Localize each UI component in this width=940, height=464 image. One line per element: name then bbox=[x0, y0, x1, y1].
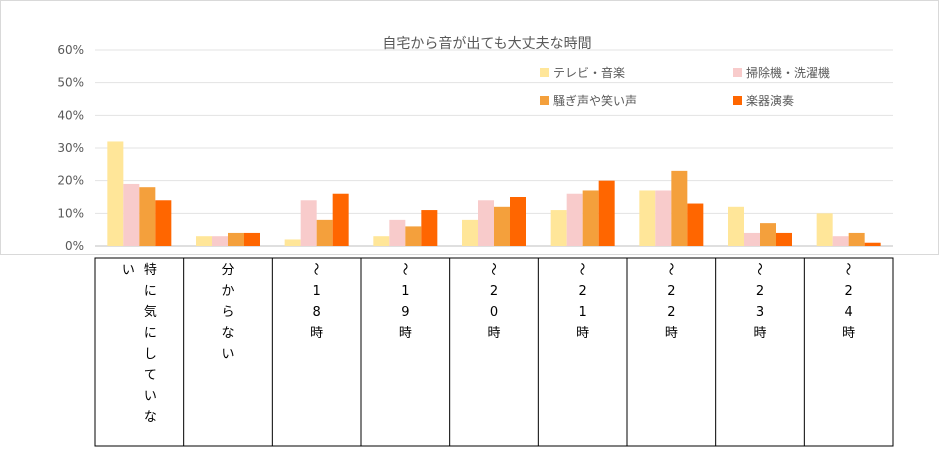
y-tick-label: 60% bbox=[57, 43, 84, 57]
category-label-char: 1 bbox=[401, 284, 409, 299]
category-label-char: し bbox=[144, 347, 157, 362]
legend-label: 楽器演奏 bbox=[746, 93, 794, 108]
bar bbox=[300, 200, 317, 246]
category-label-char: 〜 bbox=[662, 262, 677, 275]
category-label-char: か bbox=[221, 284, 234, 299]
category-label-char: に bbox=[144, 326, 157, 341]
bar bbox=[687, 203, 704, 246]
category-label-char: な bbox=[144, 410, 157, 425]
y-tick-label: 50% bbox=[57, 76, 84, 90]
category-label-char: な bbox=[221, 326, 234, 341]
category-label-char: 2 bbox=[756, 284, 764, 299]
category-label-char: 〜 bbox=[574, 262, 589, 275]
category-label-char: い bbox=[221, 347, 234, 362]
bar bbox=[332, 193, 349, 246]
category-label-char: 時 bbox=[842, 326, 855, 341]
category-label-char: 2 bbox=[490, 284, 498, 299]
category-label-char: 時 bbox=[753, 326, 766, 341]
bar bbox=[510, 197, 526, 246]
category-label-char: 4 bbox=[845, 305, 853, 320]
bar bbox=[421, 210, 438, 246]
bar bbox=[848, 232, 865, 246]
category-label-char: 2 bbox=[579, 284, 587, 299]
category-label-char: 時 bbox=[487, 326, 500, 341]
category-label-char: ら bbox=[221, 305, 234, 320]
bar bbox=[212, 236, 228, 246]
bar bbox=[598, 180, 615, 246]
legend-swatch bbox=[733, 68, 742, 77]
bar bbox=[494, 206, 510, 246]
category-label-char: 8 bbox=[313, 305, 321, 320]
category-label-char: 特 bbox=[144, 263, 157, 278]
category-label-char: 2 bbox=[667, 284, 675, 299]
bar bbox=[478, 200, 494, 246]
bar bbox=[316, 219, 333, 246]
category-label-char: 〜 bbox=[396, 262, 411, 275]
category-label-char: 〜 bbox=[751, 262, 766, 275]
bar bbox=[155, 200, 172, 246]
category-label-char: 〜 bbox=[840, 262, 855, 275]
y-tick-label: 10% bbox=[57, 206, 84, 220]
category-label-char: 〜 bbox=[308, 262, 323, 275]
bar bbox=[107, 141, 124, 246]
category-label-char: い bbox=[122, 263, 135, 278]
bar bbox=[728, 206, 744, 246]
bar bbox=[760, 223, 776, 246]
category-label-char: 分 bbox=[221, 263, 234, 278]
bar bbox=[550, 210, 567, 246]
legend-label: 掃除機・洗濯機 bbox=[746, 65, 830, 80]
category-table-border bbox=[94, 257, 894, 447]
bar bbox=[373, 236, 390, 246]
category-label-char: 時 bbox=[399, 326, 412, 341]
bar bbox=[566, 193, 583, 246]
bar bbox=[389, 219, 406, 246]
category-label-char: 〜 bbox=[485, 262, 500, 275]
category-label-char: 0 bbox=[490, 305, 498, 320]
bar bbox=[832, 236, 849, 246]
legend-swatch bbox=[540, 68, 549, 77]
bar bbox=[776, 232, 792, 246]
chart-title: 自宅から音が出ても大丈夫な時間 bbox=[382, 35, 591, 52]
bar bbox=[655, 190, 672, 246]
legend-label: 騒ぎ声や笑い声 bbox=[553, 93, 637, 108]
bar bbox=[123, 183, 140, 246]
bar bbox=[582, 190, 599, 246]
bar bbox=[284, 239, 301, 246]
category-label-char: 時 bbox=[665, 326, 678, 341]
category-label-char: 1 bbox=[579, 305, 587, 320]
y-tick-label: 0% bbox=[65, 239, 84, 253]
bar bbox=[244, 232, 260, 246]
category-label-char: 1 bbox=[313, 284, 321, 299]
legend-label: テレビ・音楽 bbox=[553, 65, 625, 80]
category-label-char: 3 bbox=[756, 305, 764, 320]
bar bbox=[139, 187, 156, 246]
category-label-char: に bbox=[144, 284, 157, 299]
category-label-char: 2 bbox=[667, 305, 675, 320]
bar bbox=[196, 236, 212, 246]
category-label-char: て bbox=[144, 368, 157, 383]
y-tick-label: 40% bbox=[57, 108, 84, 122]
category-label-char: 気 bbox=[144, 304, 157, 320]
category-label-char: 9 bbox=[401, 305, 409, 320]
y-tick-label: 30% bbox=[57, 141, 84, 155]
legend-swatch bbox=[733, 96, 742, 105]
bar bbox=[639, 190, 656, 246]
category-label-char: 2 bbox=[845, 284, 853, 299]
bar bbox=[405, 226, 422, 246]
category-label-char: 時 bbox=[576, 326, 589, 341]
bar bbox=[228, 232, 244, 246]
bar bbox=[744, 232, 760, 246]
category-label-char: 時 bbox=[310, 326, 323, 341]
bar bbox=[671, 170, 688, 246]
bar bbox=[816, 213, 833, 246]
bar bbox=[864, 242, 881, 246]
bar bbox=[462, 219, 478, 246]
legend-swatch bbox=[540, 96, 549, 105]
y-tick-label: 20% bbox=[57, 174, 84, 188]
category-label-char: い bbox=[144, 389, 157, 404]
